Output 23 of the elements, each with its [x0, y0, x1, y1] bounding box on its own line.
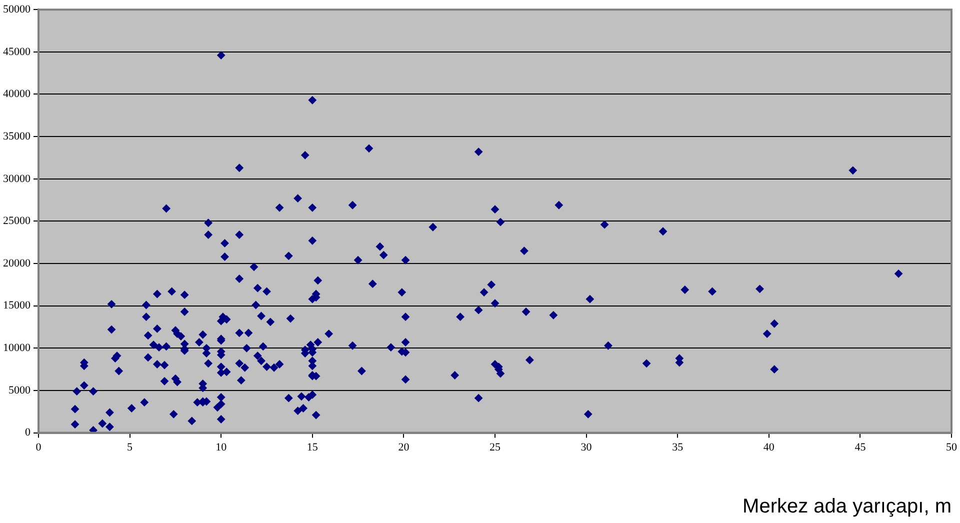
y-tick-label: 45000	[3, 46, 31, 58]
x-tick-label: 15	[306, 441, 318, 454]
x-tick-label: 20	[398, 441, 410, 454]
y-tick-label: 25000	[3, 215, 31, 228]
x-tick-label: 40	[763, 441, 775, 454]
y-tick-label: 40000	[3, 88, 31, 100]
x-tick-label: 5	[127, 441, 134, 454]
x-tick-label: 30	[580, 441, 592, 454]
y-tick-label: 30000	[3, 172, 31, 185]
x-axis-title: Merkez ada yarıçapı, m	[742, 496, 952, 518]
x-tick-label: 0	[36, 441, 42, 454]
y-tick-label: 10000	[3, 342, 31, 354]
y-tick-label: 15000	[3, 300, 31, 312]
y-tick-label: 35000	[3, 130, 31, 142]
x-tick-label: 10	[216, 441, 228, 454]
x-tick-label: 35	[672, 441, 684, 454]
y-tick-label: 5000	[8, 384, 31, 396]
y-tick-label: 50000	[3, 3, 31, 16]
y-tick-label: 0	[25, 426, 31, 439]
x-tick-label: 45	[854, 441, 866, 454]
x-tick-label: 50	[946, 441, 958, 454]
x-tick-label: 25	[490, 441, 501, 454]
y-tick-label: 20000	[3, 257, 31, 270]
